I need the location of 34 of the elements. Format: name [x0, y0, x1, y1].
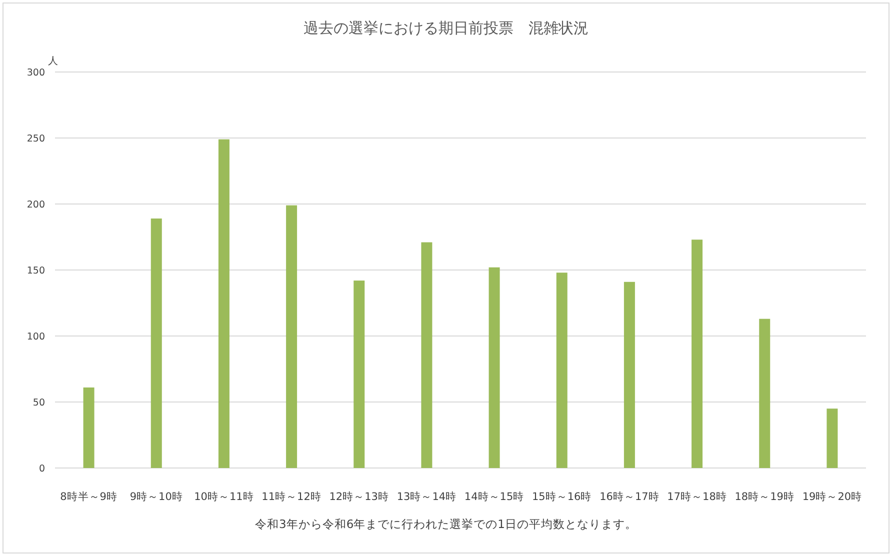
- x-tick-label: 18時～19時: [734, 490, 794, 503]
- chart-title: 過去の選挙における期日前投票 混雑状況: [304, 19, 588, 37]
- bar: [826, 408, 838, 468]
- bar: [218, 139, 230, 468]
- x-tick-label: 13時～14時: [396, 490, 457, 503]
- bar: [354, 280, 365, 468]
- y-tick-label: 150: [26, 266, 45, 276]
- bar: [421, 242, 432, 468]
- x-tick-label: 9時～10時: [130, 490, 183, 503]
- bar: [150, 218, 162, 468]
- bar: [286, 205, 298, 468]
- x-tick-label: 14時～15時: [464, 490, 524, 503]
- y-tick-label: 100: [26, 332, 45, 342]
- y-tick-label: 50: [32, 398, 45, 408]
- x-tick-label: 15時～16時: [532, 490, 592, 503]
- bar: [692, 240, 703, 468]
- x-tick-label: 17時～18時: [667, 490, 727, 503]
- x-tick-label: 10時～11時: [194, 490, 254, 503]
- y-tick-label: 300: [26, 68, 45, 78]
- bar: [488, 267, 500, 468]
- y-axis-title: 人: [48, 56, 58, 67]
- x-tick-label: 19時～20時: [802, 490, 862, 503]
- x-tick-label: 8時半～9時: [60, 490, 118, 503]
- text: 令和3年から令和6年までに行われた選挙での1日の平均数となります。: [255, 517, 637, 531]
- bar: [556, 272, 568, 468]
- x-tick-label: 11時～12時: [262, 490, 322, 503]
- bar: [83, 387, 94, 468]
- x-tick-label: 12時～13時: [329, 490, 389, 503]
- y-tick-label: 250: [26, 134, 45, 144]
- x-tick-label: 16時～17時: [600, 490, 660, 503]
- y-tick-label: 200: [26, 200, 45, 210]
- y-tick-label: 0: [38, 464, 45, 474]
- bar: [624, 282, 635, 468]
- bar: [759, 318, 770, 468]
